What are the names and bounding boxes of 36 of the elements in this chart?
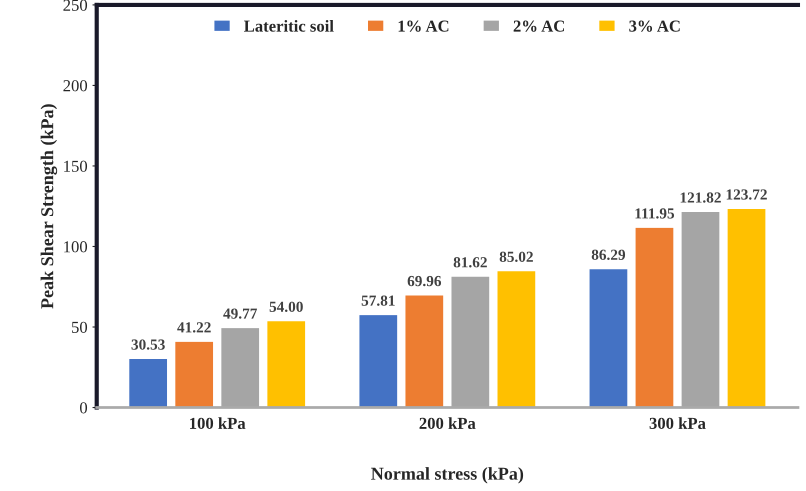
- data-label: 111.95: [636, 208, 674, 219]
- x-tick-label: 100 kPa: [190, 417, 246, 429]
- legend-label: 3% AC: [629, 20, 680, 32]
- legend-label: 2% AC: [514, 20, 564, 32]
- data-label: 57.81: [362, 295, 395, 306]
- data-label: 54.00: [270, 302, 303, 312]
- y-tick-label: 200: [63, 80, 88, 92]
- legend-label: Lateritic soil: [244, 20, 334, 32]
- data-label: 81.62: [454, 257, 487, 268]
- y-tick-label: 150: [64, 160, 88, 172]
- data-label: 30.53: [132, 339, 165, 350]
- y-tick-label: 250: [63, 0, 88, 11]
- y-tick-label: 50: [72, 322, 88, 333]
- x-tick-label: 300 kPa: [650, 417, 706, 429]
- x-axis-title: Normal stress (kPa): [371, 467, 524, 484]
- bar: [358, 314, 399, 408]
- bar: [404, 294, 445, 408]
- data-label: 85.02: [500, 252, 533, 262]
- bar: [634, 226, 675, 408]
- bar: [588, 268, 629, 408]
- bar: [128, 358, 168, 408]
- data-label: 123.72: [726, 189, 767, 200]
- bar: [174, 340, 214, 408]
- y-tick-label: 100: [64, 241, 88, 252]
- bar: [266, 320, 306, 408]
- legend-label: 1% AC: [398, 20, 448, 32]
- data-label: 69.96: [408, 276, 442, 286]
- data-label: 121.82: [680, 192, 721, 203]
- data-label: 49.77: [223, 308, 258, 319]
- bar: [726, 208, 767, 408]
- bar: [496, 270, 537, 408]
- data-label: 41.22: [177, 322, 211, 333]
- data-label: 86.29: [592, 250, 626, 260]
- x-tick-label: 200 kPa: [420, 417, 476, 429]
- y-axis-title: Peak Shear Strength (kPa): [40, 104, 58, 309]
- y-tick-label: 0: [80, 402, 88, 414]
